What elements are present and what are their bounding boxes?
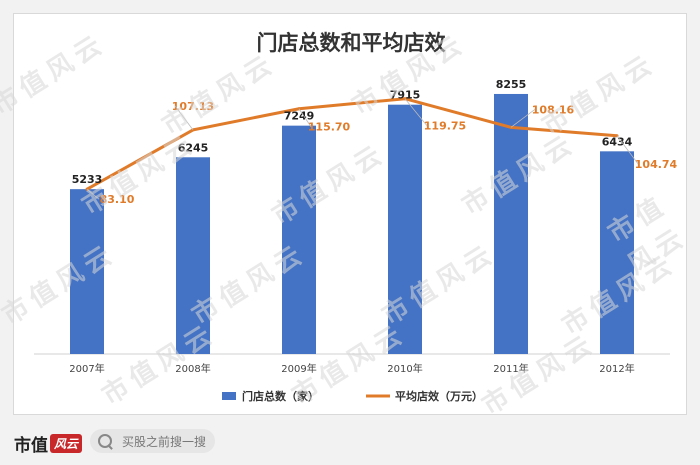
- leader-line: [616, 135, 639, 165]
- bar-value-label: 7249: [284, 110, 315, 123]
- brand-logo[interactable]: 市值 风云: [14, 431, 83, 456]
- search-placeholder: 买股之前搜一搜: [122, 434, 207, 449]
- legend-line-label: 平均店效（万元）: [395, 389, 483, 403]
- x-tick-label: 2010年: [387, 362, 422, 375]
- bar-value-label: 6245: [178, 141, 209, 154]
- chart-title: 门店总数和平均店效: [257, 31, 446, 55]
- leader-line: [298, 108, 312, 127]
- x-tick-label: 2012年: [599, 362, 634, 375]
- chart: 5233 2007年 6245 2008年 7249 2009年 7915 2010年 8255…: [34, 31, 678, 403]
- footer: 市值 风云 买股之前搜一搜: [0, 415, 700, 465]
- line-value-label: 115.70: [308, 121, 351, 134]
- brand-badge: 风云: [50, 434, 83, 453]
- bar-value-label: 6434: [602, 135, 633, 148]
- bar: [600, 151, 634, 354]
- brand-name: 市值: [14, 436, 48, 456]
- bar-value-label: 7915: [390, 89, 421, 102]
- line-series: [86, 97, 618, 191]
- bar: [494, 93, 528, 354]
- legend-bar-label: 门店总数（家）: [242, 389, 319, 403]
- line-value-label: 119.75: [424, 120, 466, 133]
- line-value-label: 108.16: [532, 103, 575, 116]
- bar: [388, 104, 422, 355]
- bar-value-label: 8255: [496, 78, 527, 91]
- bar: [176, 157, 210, 354]
- search-icon: [98, 434, 112, 448]
- bar: [282, 125, 316, 355]
- x-tick-label: 2011年: [493, 362, 528, 375]
- leader-line: [174, 105, 194, 131]
- leader-line: [404, 98, 428, 126]
- bar-value-label: 5233: [72, 173, 103, 186]
- chart-card: 5233 2007年 6245 2008年 7249 2009年 7915 2010年 8255…: [0, 13, 693, 421]
- search-box[interactable]: 买股之前搜一搜: [90, 429, 215, 453]
- leader-line: [510, 109, 536, 128]
- leader-line: [86, 188, 100, 200]
- line-value-label: 83.10: [100, 193, 135, 206]
- line-value-label: 107.13: [172, 100, 214, 113]
- x-tick-label: 2009年: [281, 362, 316, 375]
- bar: [70, 189, 104, 354]
- legend-bar-swatch: [222, 392, 236, 400]
- x-tick-label: 2008年: [175, 362, 210, 375]
- line-value-label: 104.74: [635, 158, 678, 171]
- x-tick-label: 2007年: [69, 362, 104, 375]
